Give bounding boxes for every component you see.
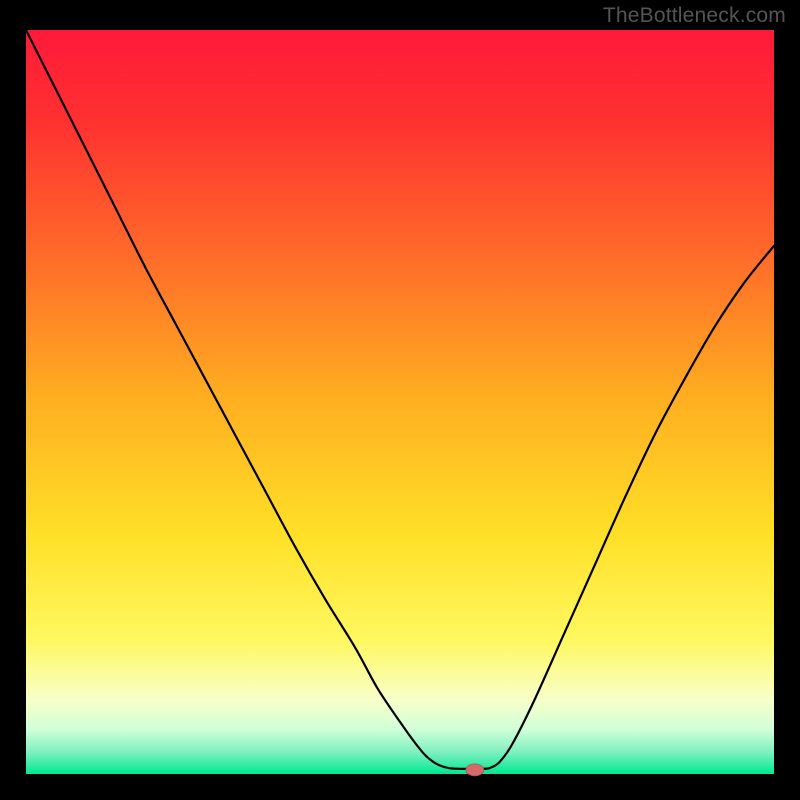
- bottleneck-chart: [0, 0, 800, 800]
- gradient-background: [26, 30, 774, 774]
- highlight-marker: [466, 764, 484, 776]
- watermark-text: TheBottleneck.com: [603, 4, 786, 28]
